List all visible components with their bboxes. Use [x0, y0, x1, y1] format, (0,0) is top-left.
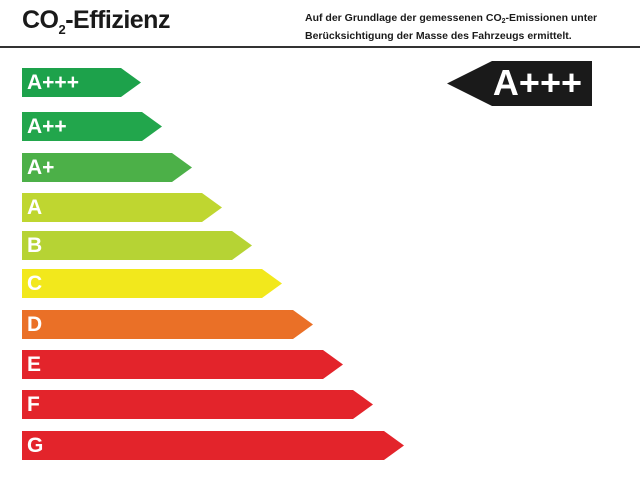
class-bar-g: G: [22, 431, 404, 460]
class-arrow: [22, 193, 222, 222]
class-arrow: [22, 310, 313, 339]
class-bar-aplusplusplus: A+++: [22, 68, 141, 97]
class-label: B: [27, 234, 43, 257]
class-label: G: [27, 434, 44, 457]
class-arrow: [22, 269, 282, 298]
rating-indicator-label: A+++: [492, 62, 582, 103]
class-arrow: [22, 153, 192, 182]
class-label: D: [27, 313, 43, 336]
class-label: A+++: [27, 71, 79, 94]
class-bar-a: A: [22, 193, 222, 222]
class-bar-c: C: [22, 269, 282, 298]
label-description: Auf der Grundlage der gemessenen CO2-Emi…: [305, 11, 597, 44]
class-bar-e: E: [22, 350, 343, 379]
class-bar-aplus: A+: [22, 153, 192, 182]
rating-indicator: A+++: [447, 61, 592, 106]
class-label: A: [27, 196, 43, 219]
class-label: A++: [27, 115, 67, 138]
class-label: C: [27, 272, 43, 295]
description-line-1: Auf der Grundlage der gemessenen CO2-Emi…: [305, 12, 598, 25]
class-label: E: [27, 353, 42, 376]
description-line-2: Berücksichtigung der Masse des Fahrzeugs…: [305, 30, 572, 42]
label-title: CO2-Effizienz: [22, 6, 170, 37]
class-arrow: [22, 431, 404, 460]
class-bar-aplusplus: A++: [22, 112, 162, 141]
class-label: A+: [27, 156, 55, 179]
class-arrow: [22, 68, 141, 97]
class-label: F: [27, 393, 40, 416]
header-divider: [0, 46, 640, 48]
class-bar-f: F: [22, 390, 373, 419]
class-arrow: [22, 390, 373, 419]
rating-indicator-arrow: [447, 61, 592, 106]
class-arrow: [22, 231, 252, 260]
class-arrow: [22, 350, 343, 379]
class-bar-d: D: [22, 310, 313, 339]
class-arrow: [22, 112, 162, 141]
class-bar-b: B: [22, 231, 252, 260]
